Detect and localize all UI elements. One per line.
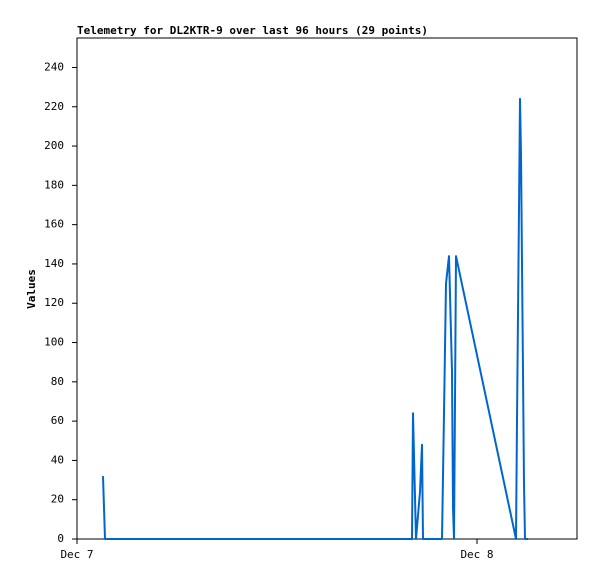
y-tick-label: 220 xyxy=(44,100,64,113)
y-tick-label: 200 xyxy=(44,139,64,152)
y-tick-label: 240 xyxy=(44,60,64,73)
y-tick-label: 80 xyxy=(51,375,64,388)
x-tick-label: Dec 7 xyxy=(60,548,93,561)
y-tick-label: 100 xyxy=(44,336,64,349)
y-tick-label: 180 xyxy=(44,178,64,191)
y-tick-label: 20 xyxy=(51,493,64,506)
y-tick-label: 40 xyxy=(51,453,64,466)
y-tick-label: 140 xyxy=(44,257,64,270)
y-tick-label: 0 xyxy=(57,532,64,545)
x-tick-label: Dec 8 xyxy=(460,548,493,561)
y-tick-label: 120 xyxy=(44,296,64,309)
chart-title: Telemetry for DL2KTR-9 over last 96 hour… xyxy=(77,24,428,37)
y-axis-label: Values xyxy=(25,269,38,309)
data-line xyxy=(102,97,528,540)
y-tick-label: 60 xyxy=(51,414,64,427)
y-tick-label: 160 xyxy=(44,218,64,231)
